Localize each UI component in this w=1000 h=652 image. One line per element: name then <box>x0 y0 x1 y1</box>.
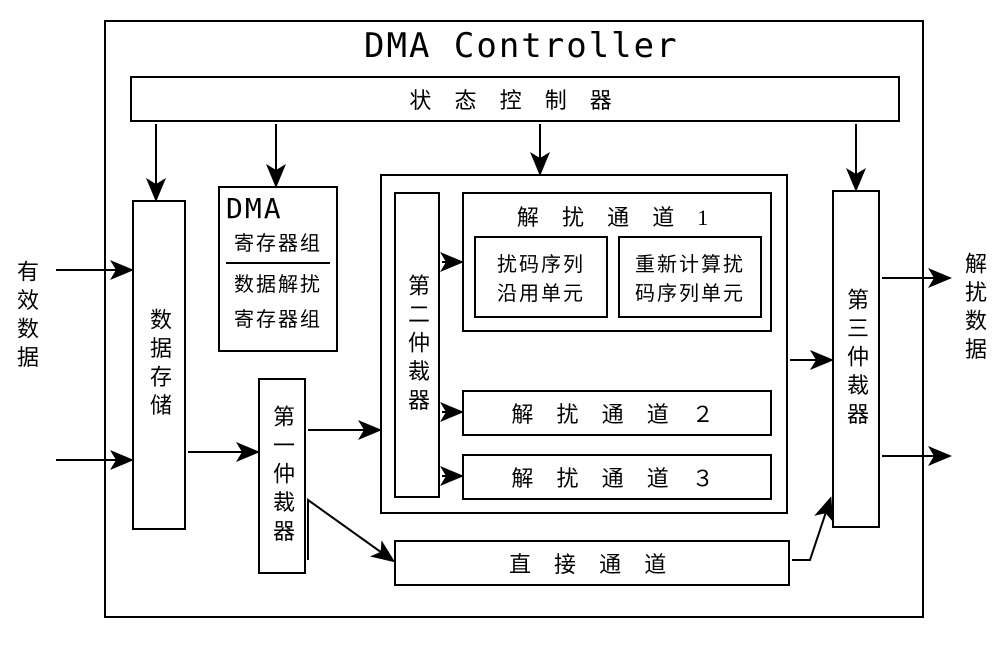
ch1-sub-right: 重新计算扰 码序列单元 <box>618 236 762 318</box>
reg-divider <box>226 262 330 264</box>
state-controller: 状 态 控 制 器 <box>130 76 900 122</box>
ch1-sub-left-line1: 扰码序列 <box>497 248 585 277</box>
reg-line3: 寄存器组 <box>234 303 322 332</box>
arbiter-3-label: 第三仲裁器 <box>840 288 872 431</box>
direct-channel: 直 接 通 道 <box>394 540 790 586</box>
arbiter-2: 第二仲裁器 <box>394 192 440 498</box>
channel-1-label: 解 扰 通 道 1 <box>517 200 717 232</box>
direct-channel-label: 直 接 通 道 <box>509 547 675 579</box>
arbiter-2-label: 第二仲裁器 <box>401 274 433 417</box>
state-controller-label: 状 态 控 制 器 <box>409 83 620 115</box>
reg-line1: 寄存器组 <box>234 227 322 256</box>
channel-2-label: 解 扰 通 道 ２ <box>511 397 722 429</box>
ch1-sub-left-line2: 沿用单元 <box>497 277 585 306</box>
descramble-channel-3: 解 扰 通 道 ３ <box>462 454 772 500</box>
ch1-sub-right-line1: 重新计算扰 <box>635 248 745 277</box>
reg-dma-label: DMA <box>226 192 283 225</box>
arbiter-1-label: 第一仲裁器 <box>266 405 298 548</box>
arbiter-3: 第三仲裁器 <box>832 190 880 528</box>
output-label: 解扰数据 <box>958 252 990 366</box>
data-store-label: 数据存储 <box>143 308 175 422</box>
arbiter-1: 第一仲裁器 <box>258 378 306 574</box>
ch1-sub-right-line2: 码序列单元 <box>635 277 745 306</box>
reg-line2: 数据解扰 <box>234 268 322 297</box>
descramble-channel-2: 解 扰 通 道 ２ <box>462 390 772 436</box>
channel-3-label: 解 扰 通 道 ３ <box>511 461 722 493</box>
ch1-sub-left: 扰码序列 沿用单元 <box>474 236 608 318</box>
input-label: 有效数据 <box>10 260 42 374</box>
data-store: 数据存储 <box>132 200 186 530</box>
register-group: DMA 寄存器组 数据解扰 寄存器组 <box>218 186 338 352</box>
diagram-title: DMA Controller <box>364 26 679 66</box>
